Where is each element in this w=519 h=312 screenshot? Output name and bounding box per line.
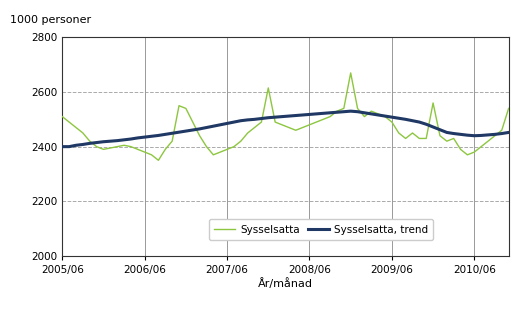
Sysselsatta bbox=[176, 104, 182, 108]
Sysselsatta bbox=[348, 71, 354, 75]
Legend: Sysselsatta, Sysselsatta, trend: Sysselsatta, Sysselsatta, trend bbox=[209, 219, 433, 240]
Sysselsatta, trend bbox=[506, 131, 512, 134]
Sysselsatta, trend bbox=[197, 127, 203, 131]
Sysselsatta, trend bbox=[93, 141, 100, 144]
Line: Sysselsatta: Sysselsatta bbox=[62, 73, 509, 160]
Sysselsatta bbox=[93, 145, 100, 149]
Sysselsatta bbox=[203, 145, 210, 149]
Sysselsatta bbox=[506, 107, 512, 110]
Sysselsatta bbox=[258, 120, 265, 124]
Sysselsatta bbox=[423, 137, 429, 140]
Sysselsatta bbox=[265, 86, 271, 90]
Sysselsatta bbox=[155, 158, 161, 162]
Sysselsatta, trend bbox=[251, 118, 257, 121]
Sysselsatta, trend bbox=[59, 145, 65, 149]
Line: Sysselsatta, trend: Sysselsatta, trend bbox=[62, 111, 509, 147]
Sysselsatta bbox=[59, 115, 65, 119]
Sysselsatta, trend bbox=[416, 120, 422, 124]
Text: 1000 personer: 1000 personer bbox=[10, 15, 91, 25]
Sysselsatta, trend bbox=[169, 131, 175, 135]
Sysselsatta, trend bbox=[348, 109, 354, 113]
Sysselsatta, trend bbox=[478, 134, 484, 137]
X-axis label: År/månad: År/månad bbox=[258, 278, 313, 289]
